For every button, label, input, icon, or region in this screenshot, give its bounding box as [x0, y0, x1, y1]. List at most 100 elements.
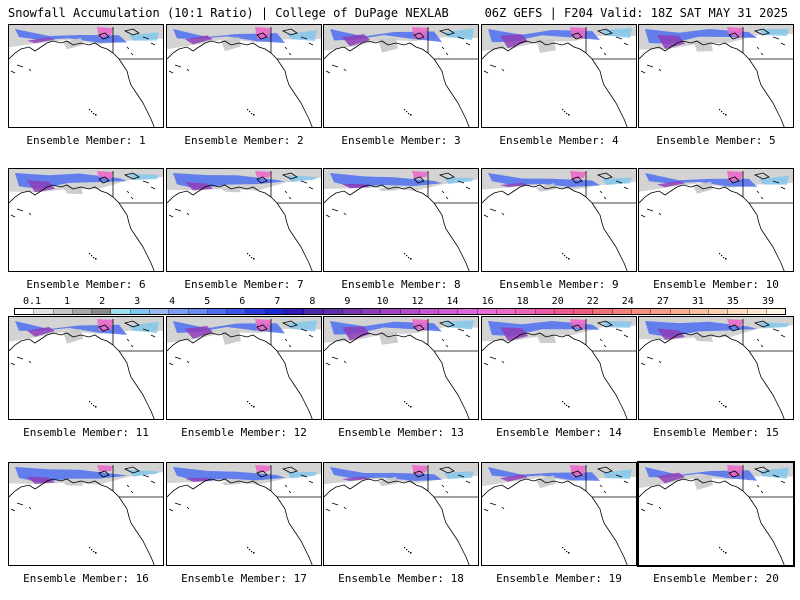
product-title: Snowfall Accumulation (10:1 Ratio) | Col…: [8, 6, 449, 20]
snowfall-map[interactable]: [481, 24, 637, 128]
snowfall-shading: [639, 169, 793, 194]
snowfall-shading: [9, 463, 163, 486]
ensemble-member-panel[interactable]: Ensemble Member: 18: [323, 462, 479, 590]
legend-swatch: [342, 309, 363, 314]
ensemble-member-panel[interactable]: Ensemble Member: 14: [481, 316, 637, 444]
coastlines: [482, 319, 636, 419]
snowfall-map[interactable]: [8, 168, 164, 272]
model-run-valid-time: 06Z GEFS | F204 Valid: 18Z SAT MAY 31 20…: [484, 6, 788, 20]
snowfall-map[interactable]: [323, 168, 479, 272]
snowfall-map[interactable]: [481, 462, 637, 566]
snowfall-map[interactable]: [166, 24, 322, 128]
coastlines: [639, 171, 793, 271]
ensemble-member-panel[interactable]: Ensemble Member: 4: [481, 24, 637, 152]
ensemble-member-label: Ensemble Member: 20: [653, 572, 779, 585]
legend-labels: 0.1 1 2 3 4 5 6 7 8 9 10 12 14 16 18 20 22 24 27 31 35 39: [14, 297, 786, 308]
ensemble-member-panel[interactable]: Ensemble Member: 8: [323, 168, 479, 296]
snowfall-map[interactable]: [8, 24, 164, 128]
ensemble-member-panel[interactable]: Ensemble Member: 7: [166, 168, 322, 296]
snowfall-shading: [324, 169, 478, 191]
snowfall-shading: [324, 25, 478, 53]
ensemble-member-panel[interactable]: Ensemble Member: 5: [638, 24, 794, 152]
legend-swatch: [111, 309, 131, 314]
snowfall-map[interactable]: [323, 316, 479, 420]
snowfall-map[interactable]: [323, 462, 479, 566]
snowfall-map[interactable]: [638, 316, 794, 420]
map-canvas: [482, 169, 636, 271]
coastlines: [9, 319, 163, 419]
ensemble-member-label: Ensemble Member: 15: [653, 426, 779, 439]
legend-tick-label: 14: [446, 296, 459, 307]
legend-tick-label: 24: [621, 296, 634, 307]
snowfall-shading: [482, 169, 636, 192]
ensemble-member-panel[interactable]: Ensemble Member: 9: [481, 168, 637, 296]
snowfall-map[interactable]: [8, 316, 164, 420]
legend-tick-label: 16: [481, 296, 494, 307]
ensemble-member-panel[interactable]: Ensemble Member: 15: [638, 316, 794, 444]
legend-swatch: [284, 309, 305, 314]
ensemble-member-label: Ensemble Member: 5: [656, 134, 776, 147]
ensemble-member-panel[interactable]: Ensemble Member: 6: [8, 168, 164, 296]
map-canvas: [167, 169, 321, 271]
snowfall-map[interactable]: [323, 24, 479, 128]
map-canvas: [324, 169, 478, 271]
coastlines: [482, 465, 636, 565]
ensemble-member-panel[interactable]: Ensemble Member: 10: [638, 168, 794, 296]
legend-tick-label: 3: [134, 296, 141, 307]
ensemble-member-panel[interactable]: Ensemble Member: 19: [481, 462, 637, 590]
map-canvas: [9, 169, 163, 271]
legend-swatch: [169, 309, 189, 314]
legend-swatch: [709, 309, 729, 314]
legend-tick-label: 20: [551, 296, 564, 307]
legend-tick-label: 7: [274, 296, 281, 307]
map-canvas: [639, 463, 793, 565]
legend-tick-label: 6: [239, 296, 246, 307]
snowfall-map[interactable]: [637, 461, 795, 567]
ensemble-member-panel[interactable]: Ensemble Member: 11: [8, 316, 164, 444]
islands: [404, 109, 412, 116]
islands: [562, 401, 570, 408]
coastlines: [639, 319, 793, 419]
snowfall-shading: [639, 463, 793, 491]
snowfall-map[interactable]: [638, 24, 794, 128]
ensemble-member-label: Ensemble Member: 12: [181, 426, 307, 439]
map-canvas: [9, 317, 163, 419]
ensemble-member-label: Ensemble Member: 13: [338, 426, 464, 439]
legend-tick-label: 22: [586, 296, 599, 307]
ensemble-member-label: Ensemble Member: 17: [181, 572, 307, 585]
snowfall-map[interactable]: [8, 462, 164, 566]
map-canvas: [639, 25, 793, 127]
islands: [404, 253, 412, 260]
ensemble-member-panel[interactable]: Ensemble Member: 3: [323, 24, 479, 152]
snowfall-shading: [9, 317, 163, 344]
ensemble-member-panel[interactable]: Ensemble Member: 17: [166, 462, 322, 590]
snowfall-map[interactable]: [481, 316, 637, 420]
ensemble-member-panel[interactable]: Ensemble Member: 20: [637, 461, 795, 590]
header: Snowfall Accumulation (10:1 Ratio) | Col…: [0, 0, 800, 24]
legend-tick-label: 2: [99, 296, 106, 307]
legend-swatch: [265, 309, 285, 314]
ensemble-member-panel[interactable]: Ensemble Member: 12: [166, 316, 322, 444]
ensemble-member-panel[interactable]: Ensemble Member: 16: [8, 462, 164, 590]
ensemble-member-panel[interactable]: Ensemble Member: 1: [8, 24, 164, 152]
snowfall-map[interactable]: [481, 168, 637, 272]
legend-swatch: [362, 309, 382, 314]
ensemble-member-panel[interactable]: Ensemble Member: 2: [166, 24, 322, 152]
ensemble-member-panel[interactable]: Ensemble Member: 13: [323, 316, 479, 444]
legend-swatch: [612, 309, 632, 314]
snowfall-shading: [167, 169, 321, 193]
coastlines: [482, 27, 636, 127]
snowfall-map[interactable]: [638, 168, 794, 272]
snowfall-map[interactable]: [166, 462, 322, 566]
legend-tick-label: 8: [309, 296, 316, 307]
ensemble-member-label: Ensemble Member: 7: [184, 278, 304, 291]
snowfall-shading: [639, 317, 793, 342]
map-canvas: [639, 317, 793, 419]
coastlines: [167, 465, 321, 565]
legend-tick-label: 10: [376, 296, 389, 307]
snowfall-map[interactable]: [166, 316, 322, 420]
islands: [404, 401, 412, 408]
islands: [719, 547, 727, 554]
coastlines: [167, 319, 321, 419]
snowfall-map[interactable]: [166, 168, 322, 272]
